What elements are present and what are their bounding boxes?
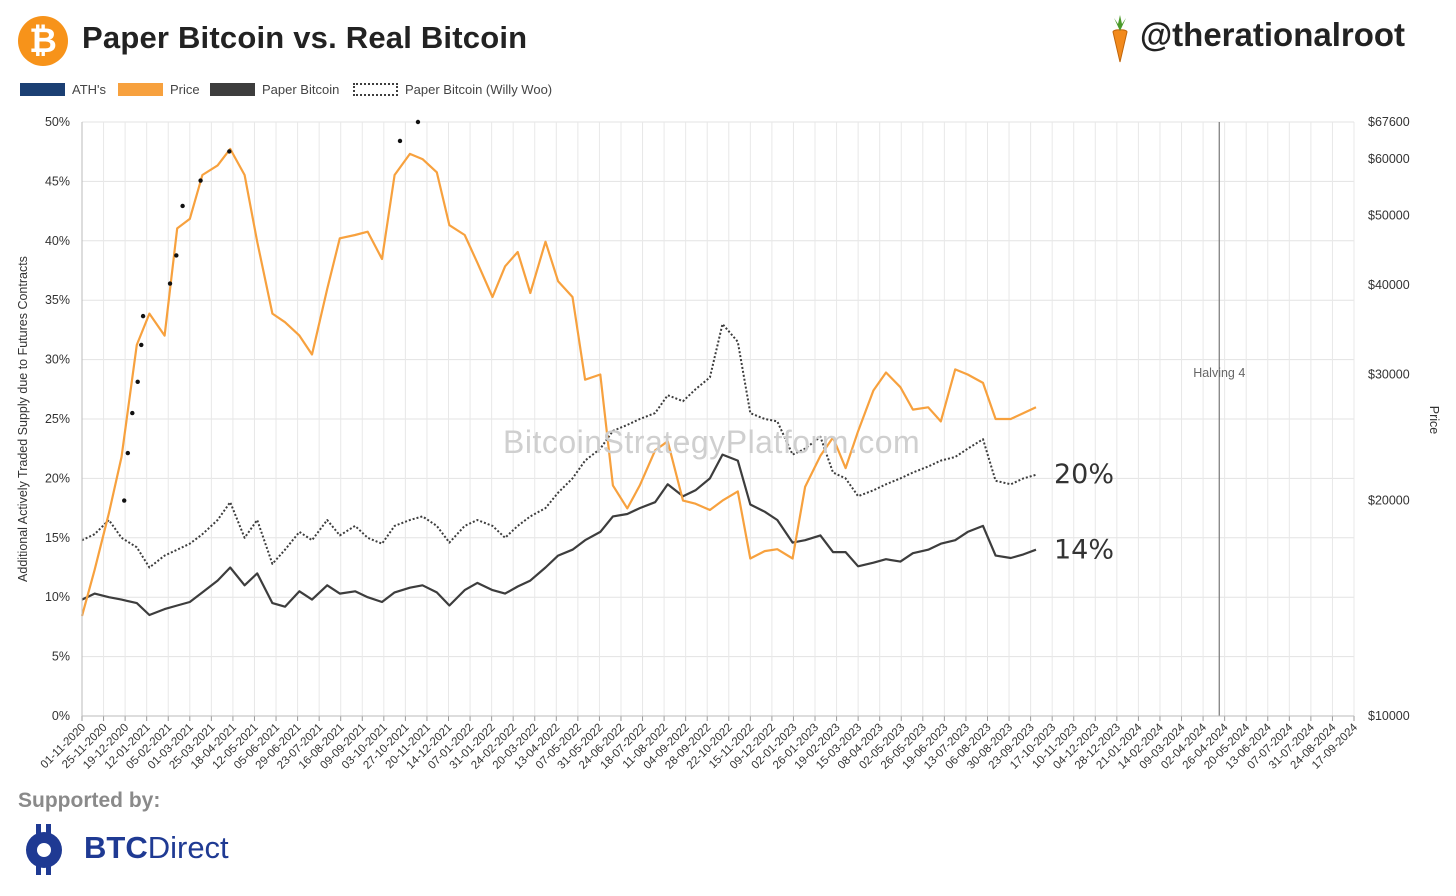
halving-label: Halving 4	[1193, 366, 1245, 380]
y2-tick-label: $10000	[1368, 709, 1410, 723]
ath-point	[139, 342, 144, 348]
sponsor-name: BTCDirect	[84, 830, 229, 866]
ath-point	[130, 410, 135, 416]
y-tick-label: 0%	[52, 709, 70, 723]
legend-label-willy-woo: Paper Bitcoin (Willy Woo)	[405, 82, 553, 97]
y2-tick-label: $40000	[1368, 278, 1410, 292]
author-handle: @therationalroot	[1140, 16, 1406, 53]
legend-swatch-ath	[20, 83, 65, 96]
sponsor-name-rest: Direct	[147, 830, 229, 865]
ath-point	[397, 138, 403, 144]
y-tick-label: 10%	[45, 590, 70, 604]
btcdirect-logo-icon	[26, 824, 62, 875]
y2-tick-label: $30000	[1368, 368, 1410, 382]
y2-tick-label: $60000	[1368, 152, 1410, 166]
y-tick-label: 30%	[45, 353, 70, 367]
ath-point	[122, 498, 127, 503]
ath-point	[227, 149, 232, 154]
ath-point	[135, 379, 140, 385]
ath-point	[180, 203, 185, 209]
ath-point	[167, 281, 173, 286]
y2-axis-title: Price	[1427, 406, 1441, 435]
chart-grid	[81, 121, 1355, 717]
y2-tick-label: $67600	[1368, 115, 1410, 129]
legend-label-price: Price	[170, 82, 200, 97]
legend-swatch-paper-bitcoin	[210, 83, 255, 96]
annotation-willy-woo-value: 20%	[1054, 459, 1114, 490]
supported-by-label: Supported by:	[18, 789, 161, 812]
ath-point	[174, 253, 179, 258]
y-tick-label: 15%	[45, 531, 70, 545]
ath-point	[198, 178, 203, 183]
y2-tick-label: $50000	[1368, 209, 1410, 223]
bitcoin-logo-icon: ₿	[18, 16, 68, 66]
halving-marker: Halving 4	[1193, 122, 1245, 716]
legend-label-ath: ATH's	[72, 82, 107, 97]
carrot-icon	[1112, 15, 1128, 63]
y-tick-label: 5%	[52, 650, 70, 664]
y-tick-label: 35%	[45, 293, 70, 307]
legend-label-paper-bitcoin: Paper Bitcoin	[262, 82, 340, 97]
header: ₿ Paper Bitcoin vs. Real Bitcoin @therat…	[0, 0, 1456, 110]
y-tick-label: 45%	[45, 174, 70, 188]
paper-bitcoin-line	[81, 453, 1037, 617]
y-tick-label: 50%	[45, 115, 70, 129]
y-axis-title: Additional Actively Traded Supply due to…	[16, 256, 30, 582]
y-tick-label: 20%	[45, 471, 70, 485]
watermark: BitcoinStrategyPlatform.com	[503, 424, 921, 460]
legend-swatch-willy-woo	[353, 83, 398, 96]
willy-woo-line	[81, 323, 1037, 569]
chart-annotations: 20% 14%	[1054, 459, 1114, 566]
price-line	[80, 147, 1037, 617]
annotation-paper-bitcoin-value: 14%	[1054, 535, 1114, 566]
chart-title: Paper Bitcoin vs. Real Bitcoin	[82, 20, 528, 55]
legend-swatch-price	[118, 83, 163, 96]
y-tick-label: 40%	[45, 234, 70, 248]
chart-plot: Halving 4 0% 5% 10% 15% 20% 25% 30% 35% 40% 45% 50…	[16, 115, 1441, 772]
ath-point	[415, 119, 421, 125]
y-tick-label: 25%	[45, 412, 70, 426]
y2-tick-label: $20000	[1368, 494, 1410, 508]
sponsor-name-bold: BTC	[84, 830, 148, 865]
chart-series	[80, 119, 1037, 617]
ath-point	[125, 450, 131, 456]
ath-point	[140, 313, 146, 319]
